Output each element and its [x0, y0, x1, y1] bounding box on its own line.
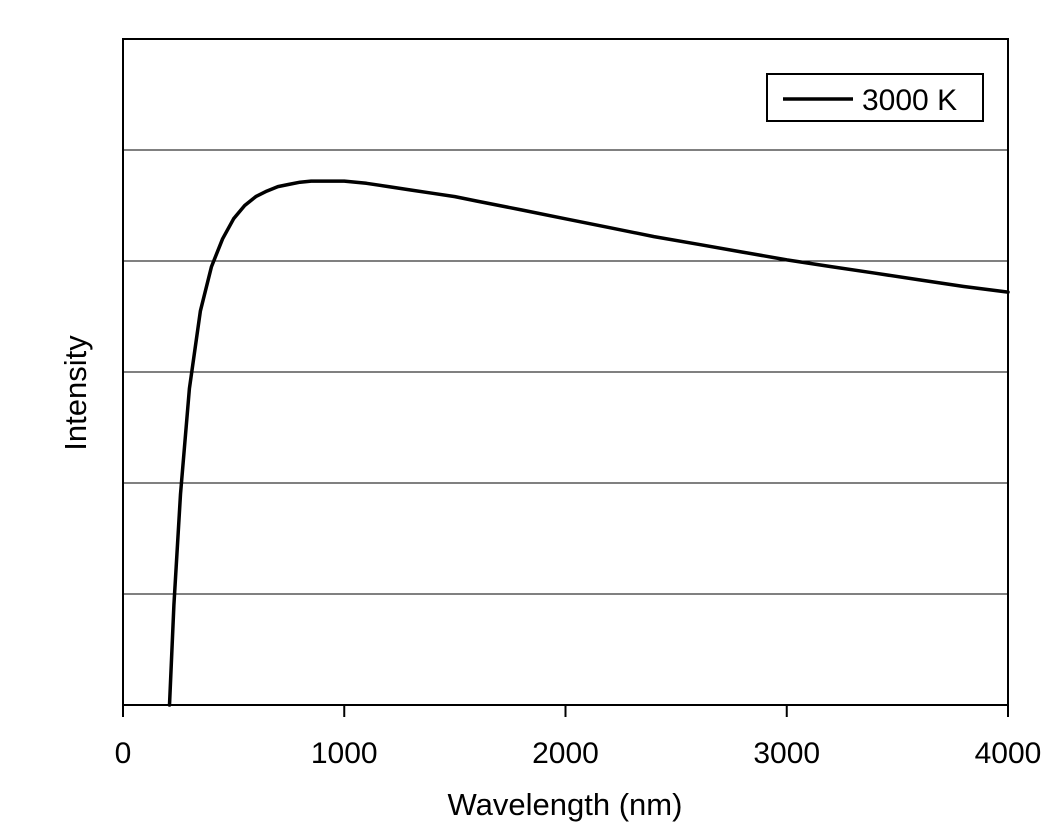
x-axis-label: Wavelength (nm) [448, 787, 683, 822]
x-axis: 0 1000 2000 3000 4000 [115, 705, 1042, 770]
x-tick-label: 0 [115, 737, 132, 770]
x-tick-label: 1000 [311, 737, 378, 770]
x-tick-label: 4000 [975, 737, 1042, 770]
legend: 3000 K [766, 73, 984, 122]
series-line-3000k [167, 179, 1010, 707]
gridlines [123, 149, 1008, 595]
y-axis-label: Intensity [58, 335, 93, 451]
legend-label-3000k: 3000 K [862, 84, 957, 117]
x-tick-label: 3000 [753, 737, 820, 770]
x-tick-label: 2000 [532, 737, 599, 770]
